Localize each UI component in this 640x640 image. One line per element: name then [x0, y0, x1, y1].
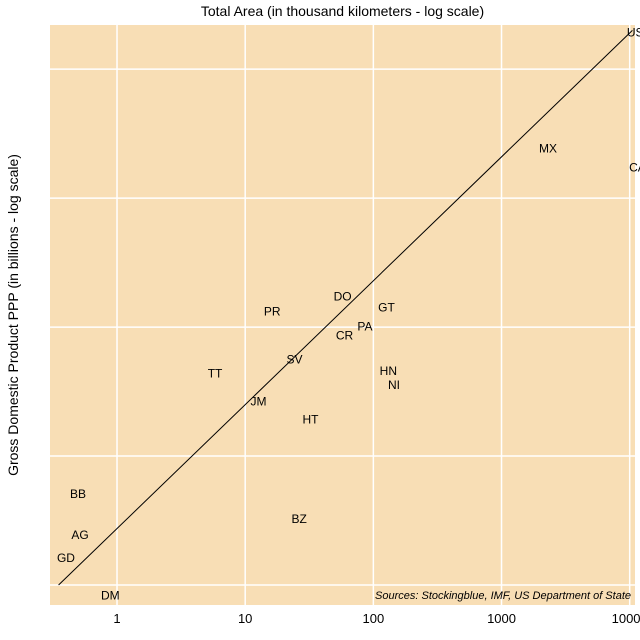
data-point-label: MX — [539, 141, 557, 155]
data-point-label: NI — [388, 378, 400, 392]
data-point-label: SV — [286, 353, 302, 367]
data-point-label: TT — [208, 367, 223, 381]
data-point-label: GD — [57, 551, 75, 565]
data-point-label: HT — [302, 412, 319, 426]
data-point-label: DO — [334, 290, 352, 304]
data-point-label: PA — [357, 319, 372, 333]
data-point-label: AG — [71, 528, 88, 542]
data-point-label: CR — [336, 328, 354, 342]
data-point-label: DM — [101, 588, 120, 602]
data-point-label: JM — [250, 395, 266, 409]
y-axis-title: Gross Domestic Product PPP (in billions … — [5, 154, 21, 476]
x-tick-label: 1 — [113, 611, 120, 626]
source-text: Sources: Stockingblue, IMF, US Departmen… — [375, 590, 631, 602]
data-point-label: PR — [264, 305, 281, 319]
x-tick-label: 100 — [363, 611, 385, 626]
data-point-label: HN — [380, 364, 397, 378]
chart-svg: 110100100010000110100100010000Total Area… — [0, 0, 640, 640]
x-tick-label: 10000 — [612, 611, 640, 626]
scatter-chart: 110100100010000110100100010000Total Area… — [0, 0, 640, 640]
x-tick-label: 10 — [238, 611, 252, 626]
data-point-label: BZ — [292, 512, 307, 526]
data-point-label: GT — [378, 300, 395, 314]
data-point-label: US — [627, 25, 640, 39]
data-point-label: CA — [629, 161, 640, 175]
x-axis-title: Total Area (in thousand kilometers - log… — [201, 3, 484, 19]
data-point-label: BB — [70, 487, 86, 501]
x-tick-label: 1000 — [487, 611, 516, 626]
